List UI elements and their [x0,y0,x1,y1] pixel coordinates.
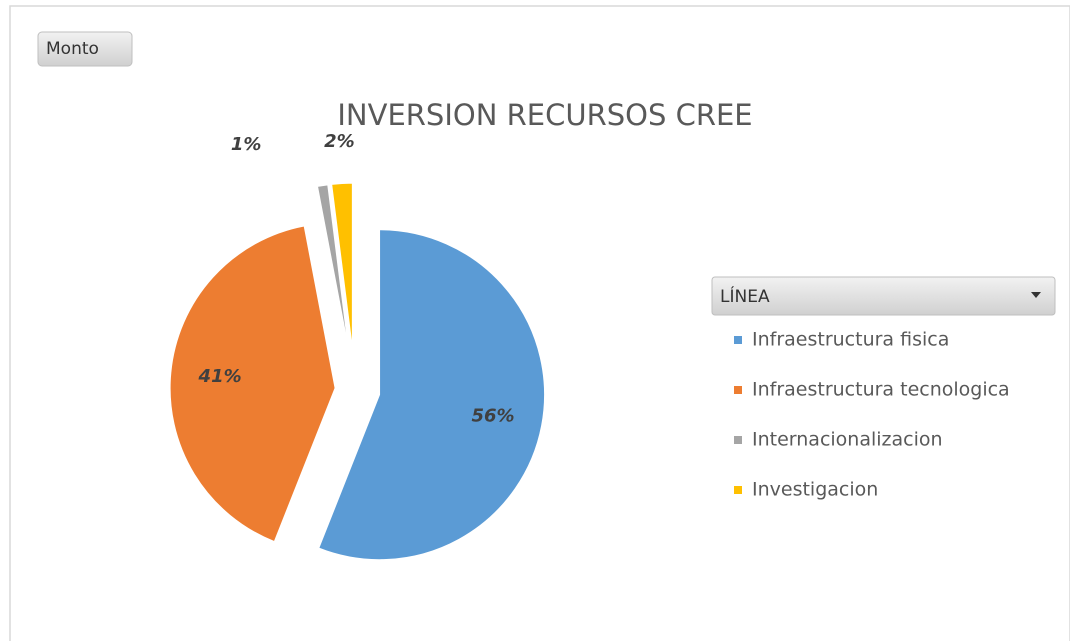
legend-marker [734,486,742,494]
legend-dropdown[interactable]: LÍNEA [711,276,1056,316]
data-label: 1% [231,134,262,155]
pie-slice [316,184,349,349]
pie-slice [331,182,353,349]
field-button[interactable]: Monto [37,31,133,67]
pie-slice [169,225,336,543]
field-button-label[interactable]: Monto [46,39,99,59]
legend-marker [734,386,742,394]
legend-title[interactable]: LÍNEA [720,285,770,307]
legend-label: Infraestructura fisica [752,329,949,351]
legend-marker [734,436,742,444]
chart-title: INVERSION RECURSOS CREE [337,98,752,132]
dropdown-arrow[interactable] [1031,292,1041,298]
legend-label: Infraestructura tecnologica [752,379,1010,401]
pie-slice [318,229,545,561]
data-label: 2% [324,131,355,152]
data-label: 56% [471,405,514,426]
data-label: 41% [198,366,242,387]
legend-label: Investigacion [752,479,878,501]
legend-label: Internacionalizacion [752,429,943,451]
legend-marker [734,336,742,344]
